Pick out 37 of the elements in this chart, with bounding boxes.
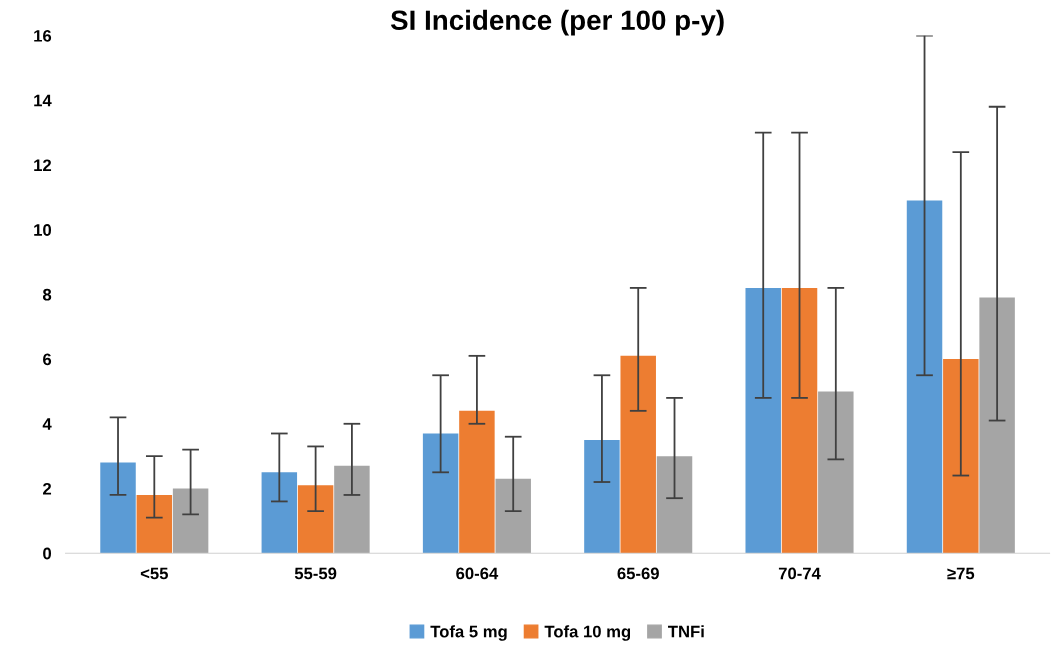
- bar: [136, 494, 173, 554]
- x-tick-label: ≥75: [947, 567, 975, 580]
- y-tick-label: 6: [43, 353, 52, 366]
- chart-title: SI Incidence (per 100 p-y): [390, 9, 724, 36]
- bar: [745, 287, 781, 554]
- y-tick-label: 0: [43, 547, 52, 560]
- bar: [943, 359, 979, 554]
- bar: [906, 200, 943, 554]
- bar: [334, 465, 370, 554]
- bar: [422, 433, 459, 554]
- y-tick-label: 10: [34, 224, 52, 236]
- y-tick-label: 14: [34, 94, 52, 107]
- x-tick-label: 60-64: [456, 567, 499, 580]
- bar: [297, 485, 334, 554]
- bar: [100, 462, 136, 554]
- legend-label: Tofa 10 mg: [544, 625, 631, 641]
- bar: [584, 439, 620, 554]
- y-tick-label: 16: [34, 29, 52, 42]
- x-tick-label: <55: [140, 567, 168, 580]
- bar: [656, 456, 693, 554]
- bar: [979, 297, 1015, 554]
- x-tick-label: 70-74: [778, 567, 821, 580]
- bar: [781, 287, 818, 554]
- y-tick-label: 4: [42, 418, 52, 430]
- bar: [261, 472, 298, 554]
- bar: [459, 410, 495, 554]
- y-tick-label: 8: [42, 288, 52, 301]
- y-tick-label: 2: [43, 482, 52, 495]
- legend-label: Tofa 5 mg: [430, 625, 507, 641]
- bar: [172, 488, 209, 554]
- bar: [495, 478, 531, 554]
- y-tick-label: 12: [34, 159, 52, 172]
- legend-label: TNFi: [668, 625, 704, 638]
- x-tick-label: 55-59: [294, 567, 337, 580]
- x-tick-label: 65-69: [617, 567, 659, 580]
- bar: [818, 391, 854, 554]
- bar: [620, 355, 656, 554]
